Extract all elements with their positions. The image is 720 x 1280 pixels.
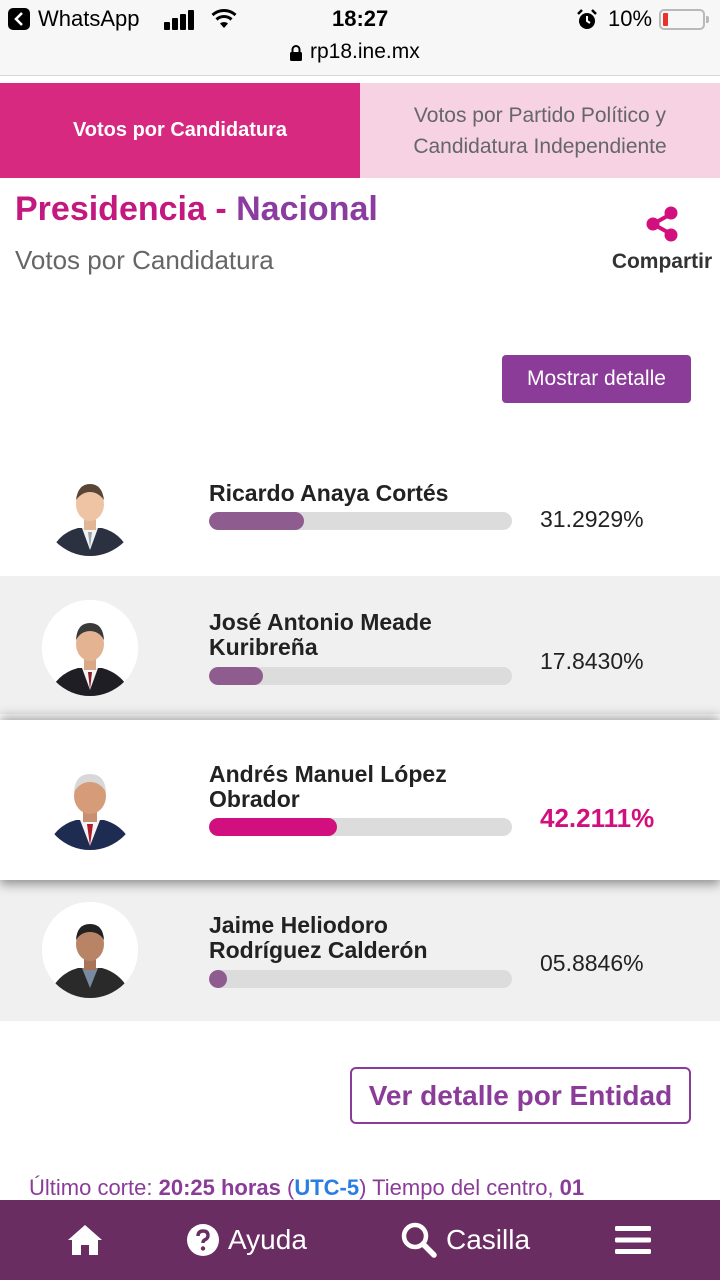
candidate-name: Andrés Manuel López Obrador xyxy=(209,761,447,812)
vote-share-bar xyxy=(209,667,512,685)
candidate-percent: 42.2111% xyxy=(540,803,655,833)
vote-share-bar xyxy=(209,818,512,836)
nav-casilla[interactable]: Casilla xyxy=(400,1200,530,1280)
cutoff-day: 01 xyxy=(559,1175,585,1200)
vote-share-fill xyxy=(209,667,264,685)
tab-votos-por-candidatura[interactable]: Votos por Candidatura xyxy=(0,83,360,178)
bottom-nav: Ayuda Casilla xyxy=(0,1200,720,1280)
vote-share-bar xyxy=(209,512,512,530)
candidate-row: Ricardo Anaya Cortés 31.2929% xyxy=(0,440,720,576)
back-to-app-button[interactable] xyxy=(8,8,30,30)
home-icon xyxy=(68,1225,102,1255)
candidate-row: José Antonio Meade Kuribreña 17.8430% xyxy=(0,576,720,714)
page-subtitle: Votos por Candidatura xyxy=(15,245,274,275)
title-office: Presidencia xyxy=(15,190,206,228)
nav-menu[interactable] xyxy=(614,1200,652,1280)
share-icon xyxy=(646,206,678,242)
candidate-percent: 17.8430% xyxy=(540,648,644,674)
cutoff-time: 20:25 horas xyxy=(158,1175,281,1200)
candidate-row: Jaime Heliodoro Rodríguez Calderón 05.88… xyxy=(0,880,720,1021)
url-bar[interactable]: rp18.ine.mx xyxy=(0,36,720,76)
candidate-percent: 31.2929% xyxy=(540,506,644,532)
nav-casilla-label: Casilla xyxy=(446,1224,531,1255)
clock: 18:27 xyxy=(332,6,389,31)
nav-help-label: Ayuda xyxy=(228,1224,307,1255)
alarm-icon xyxy=(577,9,597,29)
title-separator: - xyxy=(205,190,237,228)
lock-icon xyxy=(290,45,302,61)
cutoff-paren-open: ( xyxy=(280,1175,295,1200)
return-app-label[interactable]: WhatsApp xyxy=(38,6,140,31)
vote-share-fill xyxy=(209,818,337,836)
nav-home[interactable] xyxy=(66,1200,104,1280)
nav-help[interactable]: Ayuda xyxy=(186,1200,307,1280)
vote-share-bar xyxy=(209,970,512,988)
help-icon xyxy=(187,1224,219,1256)
share-button[interactable]: Compartir xyxy=(604,206,720,274)
chevron-left-icon xyxy=(14,12,23,26)
candidate-photo xyxy=(42,460,138,556)
signal-icon xyxy=(164,10,198,30)
cutoff-rest: Tiempo del centro, xyxy=(366,1175,560,1200)
url-text: rp18.ine.mx xyxy=(310,40,420,63)
candidate-percent: 05.8846% xyxy=(540,950,644,976)
candidate-photo xyxy=(42,754,138,850)
candidate-name: José Antonio Meade Kuribreña xyxy=(209,609,432,660)
show-detail-button[interactable]: Mostrar detalle xyxy=(502,355,691,403)
page-title: Presidencia - Nacional xyxy=(15,190,378,229)
candidate-name: Jaime Heliodoro Rodríguez Calderón xyxy=(209,912,428,963)
vote-share-fill xyxy=(209,970,228,988)
battery-percent: 10% xyxy=(608,6,653,31)
tab-votos-por-partido[interactable]: Votos por Partido Político y Candidatura… xyxy=(360,83,720,178)
wifi-icon xyxy=(211,9,237,28)
last-cutoff-text: Último corte: 20:25 horas (UTC-5) Tiempo… xyxy=(29,1175,584,1201)
cutoff-paren-close: ) xyxy=(359,1175,367,1200)
search-icon xyxy=(401,1222,437,1258)
share-label: Compartir xyxy=(611,250,713,273)
title-scope: Nacional xyxy=(236,190,378,228)
candidate-photo xyxy=(42,600,138,696)
candidate-row-leading: Andrés Manuel López Obrador 42.2111% xyxy=(0,720,720,880)
vote-share-fill xyxy=(209,512,304,530)
cutoff-timezone-link[interactable]: UTC-5 xyxy=(294,1175,360,1200)
entity-detail-button[interactable]: Ver detalle por Entidad xyxy=(350,1067,691,1124)
candidate-photo xyxy=(42,902,138,998)
battery-icon xyxy=(659,9,709,30)
candidate-name: Ricardo Anaya Cortés xyxy=(209,480,449,506)
cutoff-label: Último corte: xyxy=(29,1175,159,1200)
status-bar: WhatsApp 18:27 10% xyxy=(0,0,720,40)
view-tabs: Votos por Candidatura Votos por Partido … xyxy=(0,83,720,178)
menu-icon xyxy=(615,1226,651,1254)
